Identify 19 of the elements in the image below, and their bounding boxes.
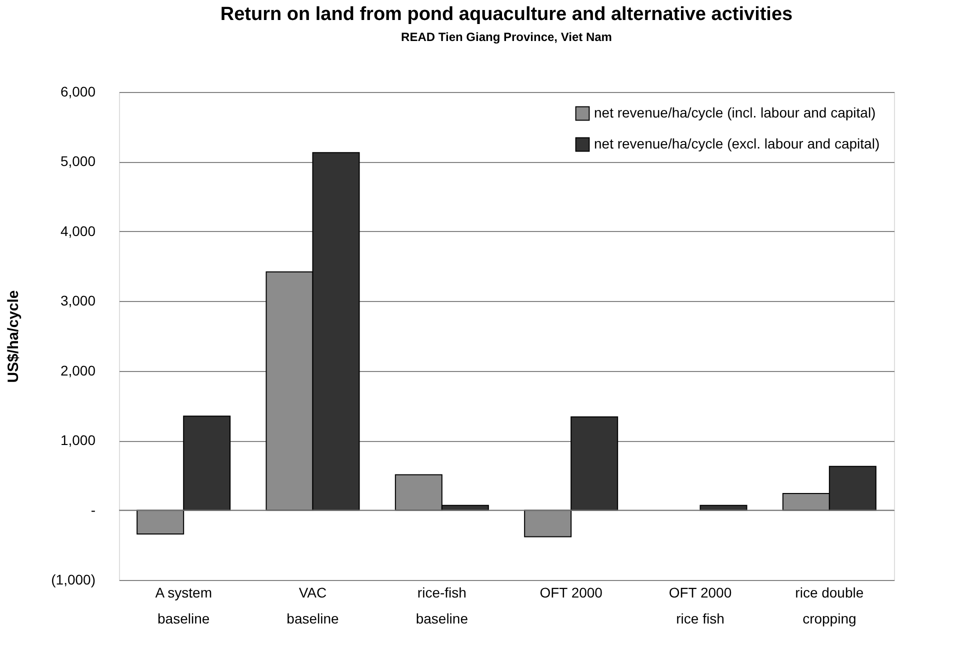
x-tick-label: rice-fish baseline	[416, 584, 468, 626]
x-tick-label: OFT 2000	[540, 584, 603, 600]
x-tick-label: VAC baseline	[286, 584, 340, 626]
y-tick-label: 1,000	[60, 432, 96, 448]
y-tick-label: 6,000	[60, 84, 96, 100]
y-tick-label: -	[90, 502, 96, 518]
chart-subtitle: READ Tien Giang Province, Viet Nam	[401, 30, 612, 44]
y-tick-label: 4,000	[60, 222, 96, 239]
y-tick-label: 3,000	[60, 292, 96, 309]
x-tick-label: A system baseline	[155, 584, 212, 626]
legend-label: net revenue/ha/cycle (incl. labour and capital)	[594, 104, 876, 120]
y-axis-title: US$/ha/cycle	[5, 290, 22, 383]
x-tick-label: rice double cropping	[795, 584, 864, 626]
y-tick-label: 5,000	[60, 153, 96, 170]
y-tick-label: (1,000)	[51, 572, 96, 588]
y-tick-label: 2,000	[60, 362, 96, 378]
legend-label: net revenue/ha/cycle (excl. labour and capital)	[594, 136, 880, 152]
chart-title: Return on land from pond aquaculture and alternative activities	[220, 4, 793, 25]
x-tick-label: OFT 2000 rice fish	[668, 584, 732, 626]
